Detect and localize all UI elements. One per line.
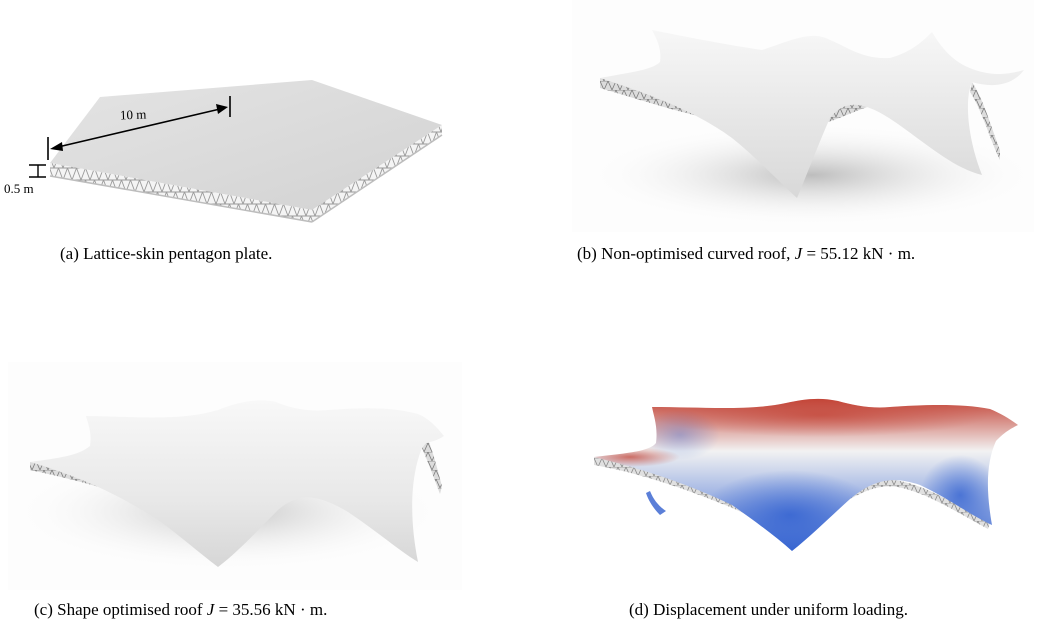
- caption-c-prefix: (c) Shape optimised roof: [34, 600, 207, 619]
- caption-b-value: = 55.12 kN · m.: [802, 244, 916, 263]
- panel-b-image: [572, 0, 1034, 232]
- caption-b-variable: J: [794, 244, 803, 263]
- plate-top-surface: [50, 80, 442, 210]
- caption-c: (c) Shape optimised roof J = 35.56 kN · …: [34, 600, 327, 620]
- dimension-length-label: 10 m: [119, 106, 147, 123]
- curved-roof-surface: [600, 30, 1024, 198]
- plate-lattice-edge: [50, 163, 312, 222]
- panel-c-image: [8, 362, 462, 590]
- dimension-thickness-label: 0.5 m: [4, 181, 34, 196]
- caption-c-value: = 35.56 kN · m.: [214, 600, 328, 619]
- panel-a-image: 10 m 0.5 m: [0, 0, 460, 225]
- caption-c-variable: J: [206, 600, 215, 619]
- caption-d: (d) Displacement under uniform loading.: [629, 600, 909, 619]
- caption-a: (a) Lattice-skin pentagon plate.: [60, 244, 273, 263]
- caption-b-prefix: (b) Non-optimised curved roof,: [577, 244, 795, 263]
- optimised-roof-surface: [30, 400, 444, 567]
- caption-b: (b) Non-optimised curved roof, J = 55.12…: [577, 244, 915, 264]
- panel-d-image: [590, 395, 1030, 555]
